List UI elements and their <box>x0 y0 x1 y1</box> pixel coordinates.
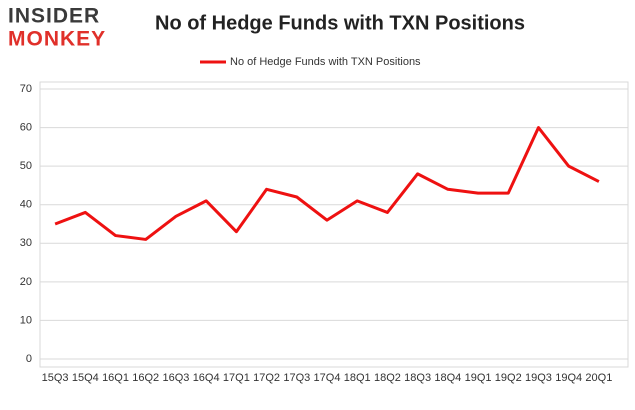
logo-line2: MONKEY <box>8 28 106 51</box>
x-tick-label: 16Q3 <box>162 372 189 384</box>
x-tick-label: 18Q4 <box>434 372 461 384</box>
x-tick-label: 19Q2 <box>495 372 522 384</box>
plot-frame <box>39 81 629 368</box>
y-tick-label: 60 <box>20 121 32 133</box>
x-tick-label: 18Q1 <box>344 372 371 384</box>
x-tick-label: 19Q3 <box>525 372 552 384</box>
x-tick-label: 16Q4 <box>193 372 220 384</box>
x-tick-label: 17Q1 <box>223 372 250 384</box>
x-tick-label: 16Q1 <box>102 372 129 384</box>
x-tick-label: 17Q3 <box>283 372 310 384</box>
series-line <box>54 126 600 241</box>
y-tick-label: 0 <box>26 353 32 365</box>
y-tick-label: 70 <box>20 83 32 95</box>
x-tick-label: 17Q2 <box>253 372 280 384</box>
y-tick-label: 20 <box>20 276 32 288</box>
y-tick-label: 10 <box>20 314 32 326</box>
y-tick-label: 30 <box>20 237 32 249</box>
x-tick-label: 16Q2 <box>132 372 159 384</box>
y-tick-label: 50 <box>20 160 32 172</box>
y-tick-label: 40 <box>20 199 32 211</box>
logo-line1: INSIDER <box>8 5 100 28</box>
legend-label: No of Hedge Funds with TXN Positions <box>230 56 421 68</box>
x-tick-label: 17Q4 <box>314 372 341 384</box>
chart-title: No of Hedge Funds with TXN Positions <box>155 12 525 34</box>
x-tick-label: 15Q3 <box>42 372 69 384</box>
x-tick-label: 20Q1 <box>585 372 612 384</box>
x-tick-label: 19Q1 <box>465 372 492 384</box>
x-tick-label: 18Q3 <box>404 372 431 384</box>
x-tick-label: 18Q2 <box>374 372 401 384</box>
x-tick-label: 15Q4 <box>72 372 99 384</box>
x-tick-label: 19Q4 <box>555 372 582 384</box>
